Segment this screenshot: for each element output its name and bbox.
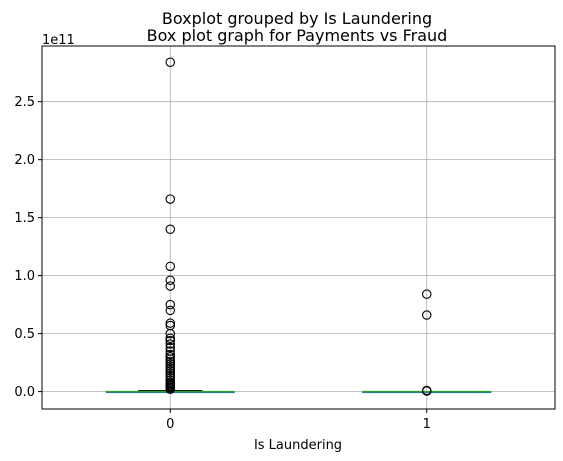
plot-frame bbox=[41, 45, 556, 410]
outlier-point bbox=[165, 349, 176, 360]
y-axis-scale-label: 1e11 bbox=[42, 33, 75, 48]
chart-suptitle: Boxplot grouped by Is Laundering bbox=[162, 9, 432, 28]
outlier-point bbox=[165, 57, 176, 67]
x-axis-label: Is Laundering bbox=[254, 438, 342, 453]
outlier-point bbox=[421, 310, 432, 320]
y-tick-label: 2.5 bbox=[14, 95, 35, 110]
outlier-point bbox=[165, 359, 176, 369]
outlier-point bbox=[165, 352, 176, 362]
outlier-point bbox=[165, 363, 176, 374]
y-tick-label: 0.0 bbox=[14, 385, 35, 400]
outlier-point bbox=[165, 339, 176, 349]
outlier-point bbox=[165, 354, 176, 364]
outlier-point bbox=[165, 361, 176, 371]
outlier-point bbox=[165, 261, 176, 272]
x-tick-label: 1 bbox=[423, 417, 431, 432]
outlier-point bbox=[421, 289, 432, 299]
outlier-point bbox=[165, 335, 176, 346]
y-tick-label: 2.0 bbox=[14, 153, 35, 168]
chart-title: Box plot graph for Payments vs Fraud bbox=[147, 26, 448, 45]
y-tick-label: 1.0 bbox=[14, 269, 35, 284]
outlier-point bbox=[165, 305, 176, 316]
y-tick-label: 0.5 bbox=[14, 327, 35, 342]
outlier-point bbox=[165, 342, 176, 353]
outlier-point bbox=[165, 365, 176, 376]
outlier-point bbox=[165, 224, 176, 234]
plot-area: 0.0 0.5 1.0 1.5 2.0 2.5 0 1 bbox=[14, 45, 556, 432]
outlier-point bbox=[165, 328, 176, 339]
outlier-point bbox=[165, 299, 176, 310]
outlier-point bbox=[165, 281, 176, 291]
outlier-point bbox=[165, 368, 176, 378]
outlier-point bbox=[165, 275, 176, 286]
outlier-point bbox=[165, 356, 176, 367]
y-tick-label: 1.5 bbox=[14, 211, 35, 226]
outlier-point bbox=[165, 194, 176, 204]
outlier-point bbox=[421, 386, 432, 396]
outlier-point bbox=[165, 318, 176, 328]
x-tick-label: 0 bbox=[166, 417, 174, 432]
outlier-point bbox=[165, 384, 176, 395]
outlier-point bbox=[165, 333, 176, 344]
